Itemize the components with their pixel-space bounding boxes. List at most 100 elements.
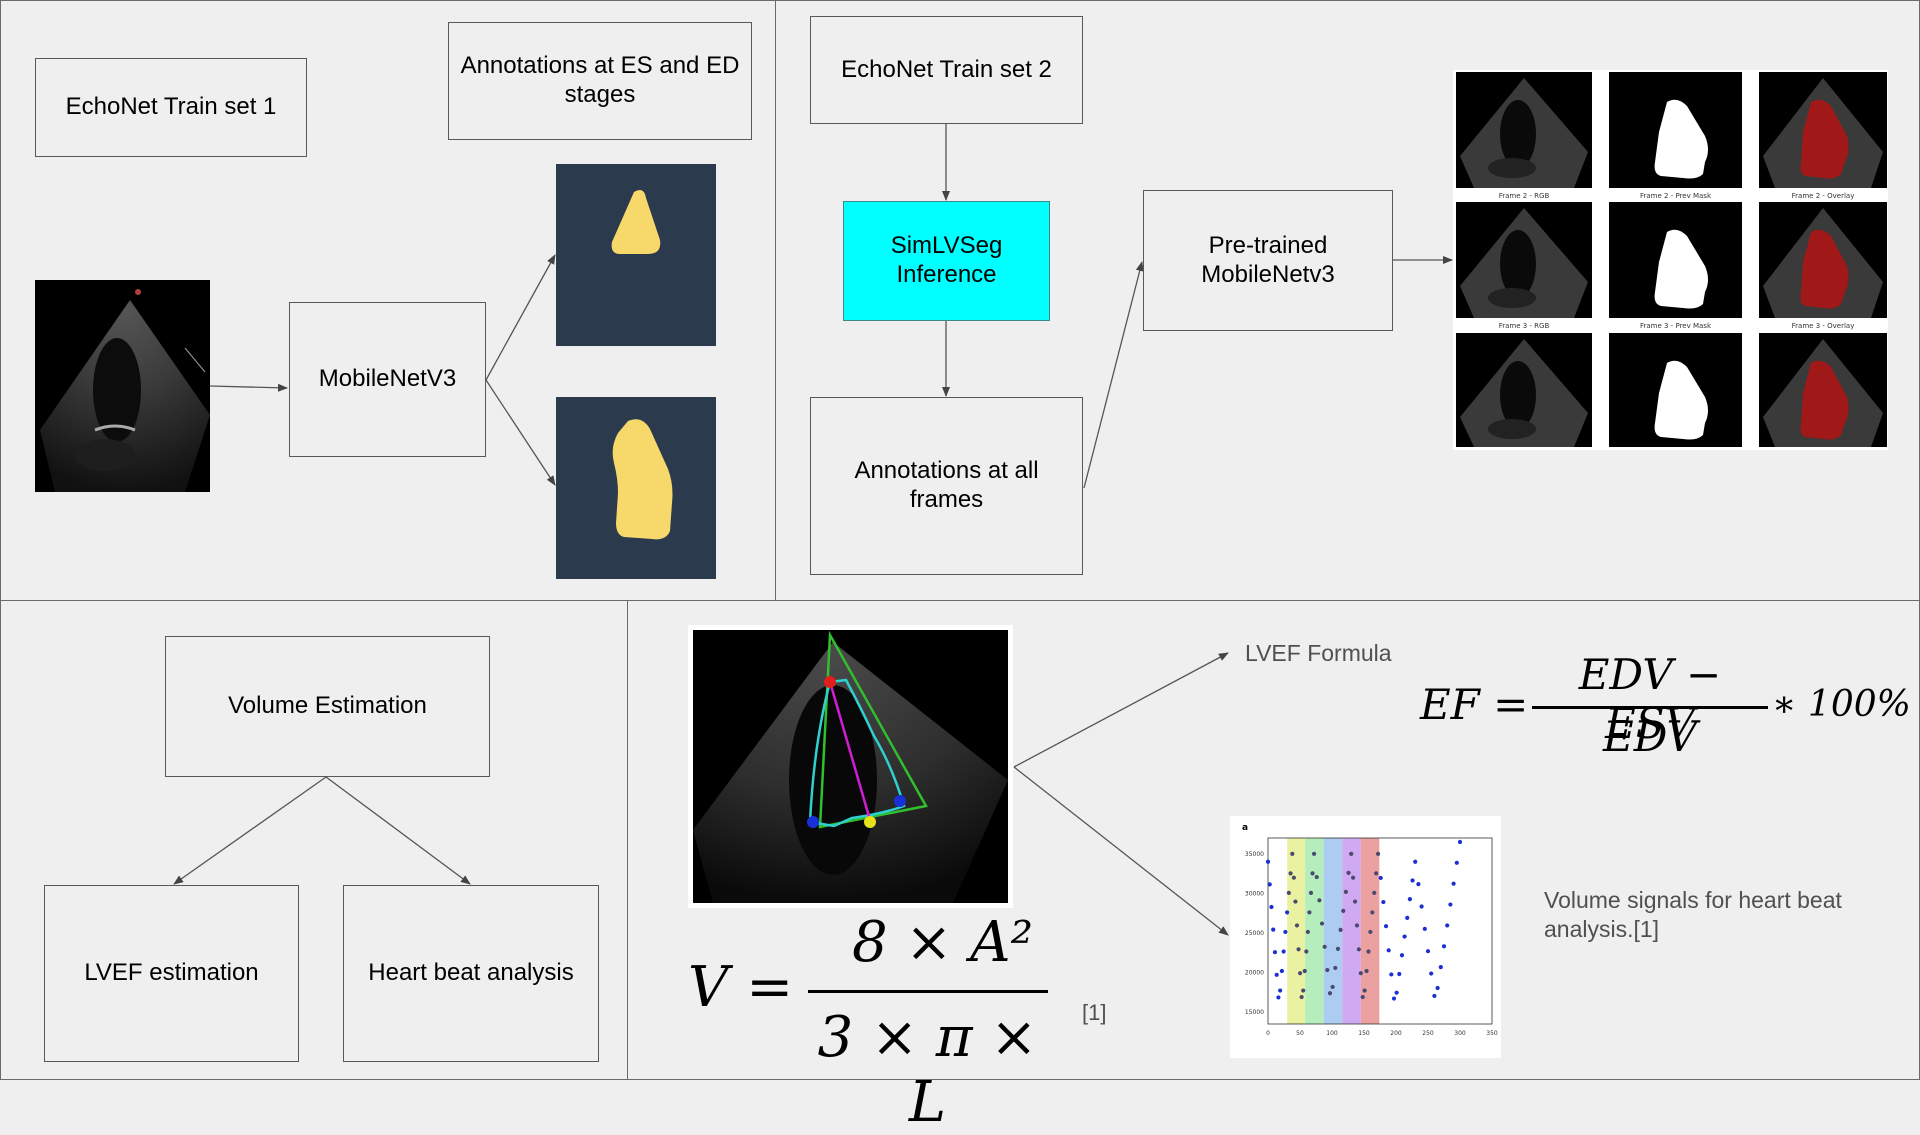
mobilenet-label: MobileNetV3: [318, 365, 457, 393]
signal-point: [1343, 889, 1348, 894]
signal-point: [1296, 947, 1301, 952]
citation-label: [1]: [1082, 1000, 1107, 1025]
tile-rgb: [1456, 202, 1592, 318]
x-tick-label: 100: [1326, 1030, 1338, 1037]
signal-point: [1370, 910, 1375, 915]
signal-point: [1346, 870, 1351, 875]
phase-band: [1342, 838, 1361, 1024]
red-point: [824, 676, 836, 688]
x-tick-label: 300: [1454, 1030, 1466, 1037]
ed-mask-shape: [612, 419, 673, 540]
volume-formula-denominator: 3 × π × L: [817, 1005, 1038, 1135]
tile-overlay: [1759, 72, 1887, 188]
signal-point: [1310, 871, 1315, 876]
signal-point: [1354, 923, 1360, 928]
signal-point: [1410, 878, 1415, 883]
heartbeat-label: Heart beat analysis: [368, 959, 574, 987]
signal-point: [1374, 871, 1379, 876]
signal-point: [1319, 921, 1325, 926]
signal-point: [1358, 971, 1363, 976]
volume-label: Volume Estimation: [228, 692, 427, 720]
signal-point: [1375, 851, 1381, 856]
signal-point: [1285, 910, 1290, 915]
volume-signal-chart: a 35000 30000 25000 20000 15000 0 50 100 150 200 25…: [1230, 816, 1501, 1058]
signal-point: [1432, 993, 1437, 999]
signal-point: [1372, 890, 1377, 895]
signal-point: [1441, 944, 1447, 949]
tile-rgb: [1456, 333, 1592, 447]
volume-estimation-box: Volume Estimation: [165, 636, 490, 777]
volume-signal-svg: a 35000 30000 25000 20000 15000 0 50 100 150 200 25…: [1242, 823, 1498, 1037]
train1-label: EchoNet Train set 1: [65, 93, 277, 121]
pretrained-mobilenetv3-box: Pre-trained MobileNetv3: [1143, 190, 1393, 331]
cyan-contour: [808, 678, 906, 828]
signal-point: [1448, 902, 1453, 907]
signal-point: [1435, 985, 1440, 991]
signal-point: [1405, 915, 1410, 920]
signal-point: [1314, 874, 1319, 880]
volume-formula-lhs: V =: [688, 955, 794, 1020]
signal-point: [1416, 882, 1421, 887]
signal-point: [1330, 984, 1335, 990]
signal-point: [1293, 899, 1298, 904]
signal-point: [1286, 890, 1291, 895]
heart-beat-analysis-box: Heart beat analysis: [343, 885, 599, 1062]
signal-point: [1322, 944, 1327, 949]
x-tick-label: 50: [1296, 1030, 1304, 1037]
signal-point: [1366, 949, 1371, 954]
lvef-estimation-box: LVEF estimation: [44, 885, 299, 1062]
tile-overlay: [1759, 202, 1887, 318]
tile-caption: Frame 3 - Overlay: [1791, 322, 1855, 330]
signal-point: [1279, 968, 1284, 974]
phase-band: [1287, 838, 1306, 1024]
phase-band: [1305, 838, 1324, 1024]
signal-point: [1389, 972, 1394, 977]
train2-label: EchoNet Train set 2: [841, 55, 1052, 83]
signal-point: [1267, 882, 1272, 887]
plot-frame: [1267, 837, 1493, 1025]
lvef-formula-label: LVEF Formula: [1245, 640, 1392, 666]
pretrained-label: Pre-trained MobileNetv3: [1201, 231, 1335, 288]
volume-signals-label: Volume signals for heart beat analysis.[…: [1544, 887, 1842, 942]
signal-point: [1386, 948, 1391, 953]
es-mask-shape: [611, 190, 661, 254]
signal-point: [1302, 968, 1307, 974]
tile-caption: Frame 2 - RGB: [1498, 192, 1550, 200]
ef-formula-tail: ∗ 100%: [1772, 684, 1911, 725]
y-tick-label: 25000: [1245, 930, 1264, 937]
signal-point: [1362, 988, 1367, 993]
x-tick-label: 350: [1486, 1030, 1498, 1037]
tile-caption: Frame 2 - Overlay: [1791, 192, 1855, 200]
signal-point: [1294, 923, 1300, 928]
y-tick-label: 15000: [1245, 1009, 1264, 1016]
blue-point-left: [807, 816, 819, 828]
signal-point: [1407, 897, 1412, 902]
volume-formula-numerator: 8 × A²: [851, 910, 1034, 975]
signal-point: [1274, 972, 1279, 977]
tile-overlay: [1759, 333, 1887, 447]
signal-point: [1457, 839, 1463, 845]
tile-caption: Frame 3 - RGB: [1498, 322, 1550, 330]
volume-formula-bar: [808, 990, 1048, 993]
x-tick-label: 250: [1422, 1030, 1434, 1037]
signal-point: [1394, 990, 1399, 995]
signal-point: [1311, 851, 1317, 856]
y-tick-label: 20000: [1245, 970, 1264, 977]
signal-point: [1445, 923, 1450, 928]
echonet-train-set-1-box: EchoNet Train set 1: [35, 58, 307, 157]
signal-point: [1333, 965, 1338, 971]
x-tick-label: 150: [1358, 1030, 1370, 1037]
signal-point: [1351, 875, 1356, 880]
signal-point: [1397, 971, 1402, 977]
signal-point: [1271, 927, 1276, 932]
magenta-axis: [828, 681, 872, 821]
mask-panel-es: [556, 164, 716, 346]
signal-point: [1391, 996, 1397, 1001]
signal-point: [1308, 890, 1314, 895]
annotations-es-ed-box: Annotations at ES and ED stages: [448, 22, 752, 140]
signal-point: [1281, 949, 1286, 954]
tile-prev-mask: [1609, 72, 1742, 188]
signal-point: [1399, 953, 1405, 958]
echonet-train-set-2-box: EchoNet Train set 2: [810, 16, 1083, 124]
echo-image-input: [35, 280, 210, 492]
